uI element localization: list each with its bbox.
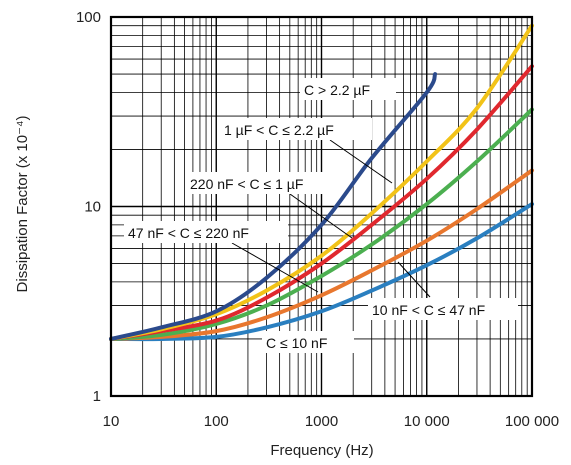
- annotation-220nf-1uf: 220 nF < C ≤ 1 µF: [186, 172, 332, 194]
- leader-line: [231, 242, 319, 293]
- annotation-label: 220 nF < C ≤ 1 µF: [190, 176, 303, 192]
- annotation-47nf-220nf: 47 nF < C ≤ 220 nF: [124, 221, 288, 243]
- annotation-c-gt-2.2uf: C > 2.2 µF: [300, 78, 396, 100]
- x-tick-label: 100: [204, 413, 229, 430]
- leader-line: [397, 261, 431, 298]
- x-tick-label: 100 000: [505, 413, 559, 430]
- annotation-label: 1 µF < C ≤ 2.2 µF: [224, 122, 334, 138]
- annotation-label: C > 2.2 µF: [304, 82, 370, 98]
- label-leader-lines: [231, 139, 431, 298]
- annotation-c-le-10nf: C ≤ 10 nF: [262, 331, 354, 353]
- series-line-2: [109, 107, 534, 341]
- annotation-label: 47 nF < C ≤ 220 nF: [128, 225, 249, 241]
- leader-line: [329, 139, 393, 184]
- series-line-3: [109, 64, 534, 341]
- y-tick-label: 1: [93, 388, 101, 405]
- y-tick-label: 100: [76, 9, 101, 26]
- y-tick-label: 10: [84, 199, 101, 216]
- leader-line: [289, 193, 353, 239]
- x-tick-label: 10: [103, 413, 120, 430]
- series-line-0: [109, 202, 534, 342]
- y-axis-title: Dissipation Factor (x 10⁻⁴): [14, 116, 31, 293]
- series-line-5: [109, 72, 438, 341]
- annotation-10nf-47nf: 10 nF < C ≤ 47 nF: [368, 298, 518, 320]
- plot-frame: [109, 15, 534, 398]
- annotation-label: C ≤ 10 nF: [266, 335, 327, 351]
- x-tick-label: 1000: [305, 413, 338, 430]
- annotation-1uf-2.2uf: 1 µF < C ≤ 2.2 µF: [220, 118, 372, 140]
- series-lines: [109, 23, 534, 342]
- series-line-1: [109, 168, 534, 341]
- x-tick-label: 10 000: [404, 413, 450, 430]
- annotation-label: 10 nF < C ≤ 47 nF: [372, 302, 485, 318]
- x-axis-title: Frequency (Hz): [270, 442, 373, 459]
